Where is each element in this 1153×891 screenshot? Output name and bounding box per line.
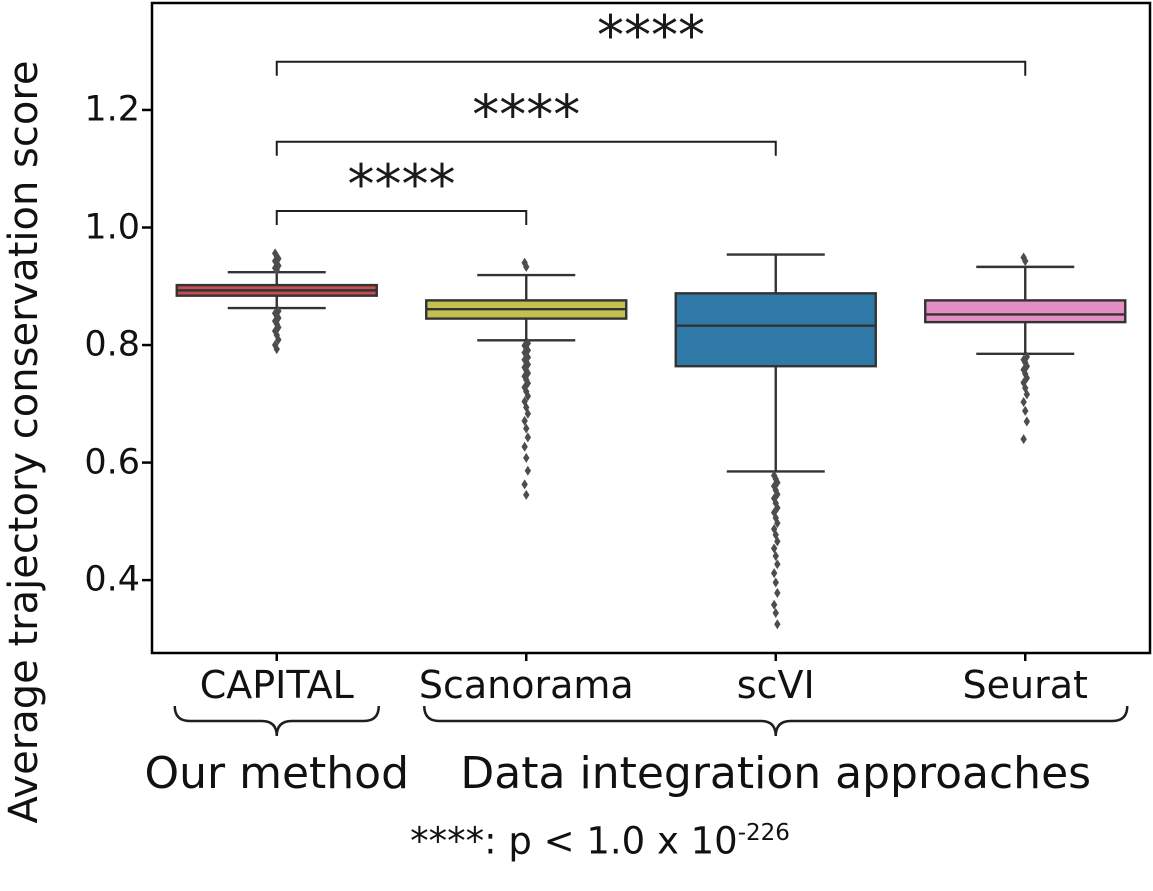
- outlier-marker: [772, 608, 779, 619]
- outlier-marker: [1023, 389, 1031, 400]
- group-brace: [423, 705, 1129, 737]
- y-tick-label: 1.0: [84, 207, 140, 247]
- outlier-marker: [774, 559, 781, 570]
- outlier-marker: [523, 423, 530, 434]
- box-seurat: [924, 299, 1127, 324]
- outlier-marker: [1022, 256, 1029, 267]
- x-tick-label: Scanorama: [418, 663, 634, 707]
- group-label: Data integration approaches: [460, 748, 1092, 799]
- y-tick-label: 0.6: [84, 442, 140, 483]
- outlier-marker: [774, 518, 781, 529]
- outlier-marker: [524, 432, 532, 443]
- outlier-marker: [774, 619, 781, 630]
- x-tick-label: CAPITAL: [199, 663, 354, 707]
- outlier-marker: [521, 415, 528, 426]
- outlier-marker: [770, 568, 778, 579]
- y-tick-label: 0.8: [84, 324, 140, 365]
- group-brace: [173, 705, 380, 737]
- outlier-marker: [770, 543, 778, 554]
- outlier-marker: [523, 489, 530, 500]
- outlier-marker: [524, 465, 532, 476]
- outlier-marker: [1020, 397, 1027, 408]
- significance-bracket: [275, 60, 1027, 76]
- significance-stars: ****: [472, 84, 580, 147]
- outlier-marker: [523, 261, 530, 272]
- pvalue-caption-exponent: -226: [737, 820, 790, 846]
- significance-bracket: [275, 140, 777, 156]
- outlier-marker: [275, 334, 282, 345]
- y-tick-label: 1.2: [84, 89, 140, 130]
- outlier-marker: [774, 502, 781, 513]
- x-tick-label: scVI: [736, 663, 815, 707]
- outlier-marker: [524, 391, 532, 402]
- outlier-marker: [1022, 405, 1029, 416]
- outlier-marker: [774, 536, 781, 547]
- outlier-marker: [524, 408, 532, 419]
- significance-bracket: [275, 210, 528, 226]
- outlier-marker: [273, 264, 280, 275]
- outlier-marker: [521, 479, 528, 490]
- outlier-marker: [1020, 434, 1027, 445]
- pvalue-caption-text: ****: p < 1.0 x 10: [410, 819, 738, 863]
- outlier-marker: [772, 577, 779, 588]
- pvalue-caption: ****: p < 1.0 x 10-226: [410, 819, 790, 863]
- significance-stars: ****: [597, 4, 705, 67]
- outlier-marker: [772, 551, 779, 562]
- outlier-marker: [523, 452, 530, 463]
- box-scvi: [674, 292, 877, 368]
- outlier-marker: [770, 599, 778, 610]
- axes-frame: [150, 1, 1152, 655]
- outlier-marker: [774, 588, 781, 599]
- y-axis-label: Average trajectory conservation score: [1, 60, 47, 824]
- x-tick-label: Seurat: [962, 663, 1088, 707]
- outlier-marker: [1023, 416, 1031, 427]
- significance-stars: ****: [348, 153, 456, 216]
- y-tick-label: 0.4: [84, 559, 140, 600]
- group-label: Our method: [144, 748, 410, 799]
- outlier-marker: [521, 441, 528, 452]
- outlier-marker: [273, 344, 280, 355]
